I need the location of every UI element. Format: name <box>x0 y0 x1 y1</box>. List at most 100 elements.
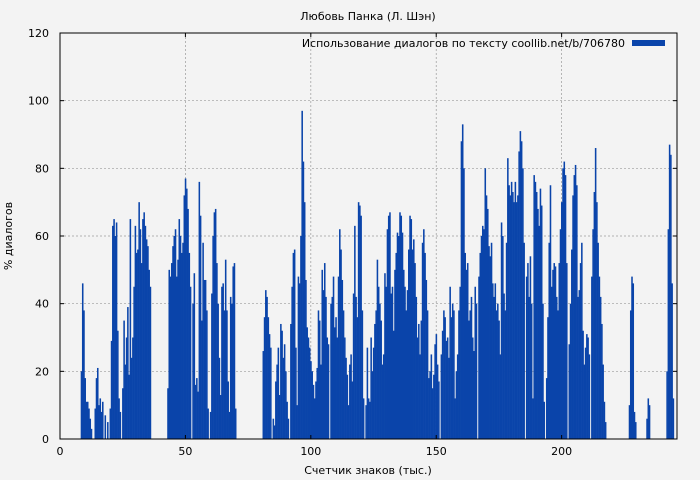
data-bar <box>113 219 115 439</box>
data-bar <box>100 411 103 439</box>
data-bar <box>487 208 489 439</box>
data-bar <box>275 381 277 439</box>
data-bar <box>420 320 423 439</box>
data-bar <box>537 208 539 439</box>
data-bar <box>500 222 503 439</box>
data-bar <box>389 212 391 439</box>
data-bar <box>361 310 364 439</box>
data-bar <box>340 249 342 439</box>
data-bar <box>446 337 449 439</box>
data-bar <box>410 219 413 439</box>
data-bar <box>344 337 346 439</box>
data-bar <box>484 168 487 439</box>
data-bar <box>168 269 171 439</box>
data-bar <box>480 236 483 439</box>
data-bar <box>671 283 673 439</box>
data-bar <box>435 334 438 439</box>
data-bar <box>326 337 329 439</box>
data-bar <box>99 398 102 439</box>
data-bar <box>132 337 134 439</box>
data-bar <box>144 225 147 439</box>
data-bar <box>497 303 499 439</box>
data-bar <box>212 236 214 439</box>
data-bar <box>310 361 312 439</box>
data-bar <box>170 263 173 439</box>
data-bar <box>118 398 120 439</box>
legend-swatch <box>632 40 665 46</box>
data-bar <box>396 232 399 439</box>
data-bar <box>371 371 374 439</box>
data-bar <box>470 296 473 439</box>
data-bar <box>184 178 187 440</box>
data-bar <box>492 283 494 439</box>
data-bar <box>391 286 394 439</box>
data-bar <box>370 337 372 439</box>
data-bar <box>408 249 410 439</box>
data-bar <box>553 263 556 439</box>
data-bar <box>668 144 671 439</box>
data-bar <box>507 158 509 439</box>
data-bar <box>481 225 484 439</box>
data-bar <box>548 242 551 439</box>
data-bar <box>387 215 390 439</box>
data-bar <box>543 401 545 439</box>
data-bar <box>297 276 300 439</box>
data-bar <box>336 337 339 439</box>
data-bar <box>196 378 198 439</box>
y-tick-label: 120 <box>28 27 49 40</box>
data-bar <box>114 236 117 439</box>
data-bar <box>547 317 549 439</box>
data-bar <box>140 263 143 439</box>
data-bar <box>485 195 488 439</box>
data-bar <box>552 269 554 439</box>
y-tick-label: 80 <box>35 162 49 175</box>
data-bar <box>468 320 470 439</box>
data-bar <box>102 401 104 439</box>
data-bar <box>331 296 334 439</box>
data-bar <box>449 286 451 439</box>
data-bar <box>539 188 542 439</box>
axis-ticks: 0 20 40 60 80 100 120 0 50 100 150 200 <box>28 27 677 458</box>
data-bar <box>224 259 227 439</box>
data-bar <box>330 303 332 439</box>
data-bar <box>352 293 355 439</box>
data-bar <box>351 381 354 439</box>
data-bar <box>286 401 288 439</box>
data-bar <box>392 330 395 439</box>
data-bar <box>578 290 581 439</box>
data-bar <box>147 246 149 439</box>
data-bar <box>428 378 430 439</box>
data-bar <box>115 222 118 439</box>
data-bar <box>104 415 107 439</box>
data-bar <box>525 276 528 439</box>
data-bar <box>562 168 564 439</box>
data-bar <box>648 405 651 439</box>
data-bar <box>509 195 512 439</box>
data-bar <box>647 398 650 439</box>
data-bar <box>296 405 298 439</box>
data-bar <box>411 249 414 439</box>
data-bar <box>448 357 450 439</box>
data-bar <box>382 354 385 439</box>
data-bar <box>423 229 425 439</box>
data-bar <box>177 259 179 439</box>
data-bar <box>397 236 400 439</box>
data-bar <box>372 347 375 439</box>
data-bar <box>559 229 562 439</box>
data-bar <box>426 310 429 439</box>
data-bar <box>379 303 381 439</box>
data-bar <box>469 310 471 439</box>
data-bar <box>464 252 466 439</box>
data-bar <box>406 290 409 439</box>
data-bar <box>342 310 345 439</box>
data-bar <box>478 276 480 439</box>
data-bar <box>555 296 558 439</box>
data-bar <box>197 391 199 439</box>
data-bar <box>602 364 604 439</box>
data-bar <box>198 181 201 439</box>
data-bar <box>233 263 236 439</box>
data-bar <box>386 229 389 439</box>
legend-label: Использование диалогов по тексту coollib… <box>302 37 625 50</box>
data-bar <box>494 283 497 439</box>
data-bar <box>534 181 537 439</box>
